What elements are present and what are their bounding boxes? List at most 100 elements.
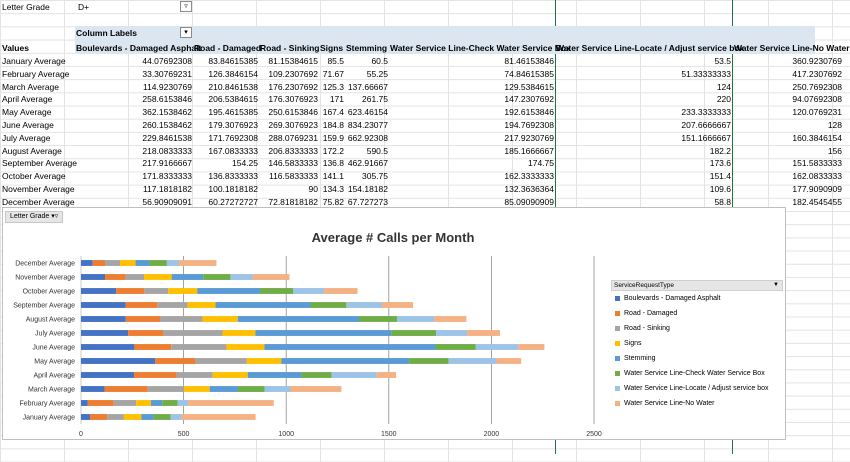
table-cell[interactable]: 136.8333333 (208, 171, 258, 182)
table-cell[interactable]: 81.15384615 (268, 56, 318, 66)
table-cell[interactable]: 154.25 (232, 158, 258, 169)
table-cell[interactable]: 116.5833333 (268, 171, 318, 182)
table-cell[interactable]: 179.3076923 (208, 119, 258, 130)
table-cell[interactable]: 623.46154 (347, 107, 388, 118)
table-cell[interactable]: 109.2307692 (268, 68, 318, 79)
table-cell[interactable]: 72.81818182 (268, 196, 318, 207)
table-cell[interactable]: 174.75 (528, 158, 554, 169)
table-cell[interactable]: 60.27272727 (208, 196, 258, 207)
table-cell[interactable]: 129.5384615 (504, 81, 554, 92)
table-cell[interactable]: 141.1 (322, 171, 344, 182)
table-cell[interactable]: 132.3636364 (504, 183, 554, 194)
table-cell[interactable]: 250.6153846 (268, 107, 318, 118)
table-cell[interactable]: 206.8333333 (268, 145, 318, 156)
table-cell[interactable]: 109.6 (709, 183, 731, 194)
table-cell[interactable]: 85.5 (327, 56, 344, 66)
table-cell[interactable]: 83.84615385 (208, 56, 258, 66)
table-cell[interactable]: 124 (716, 81, 731, 92)
table-cell[interactable]: 206.5384615 (208, 94, 258, 105)
table-cell[interactable]: 67.727273 (347, 196, 388, 207)
table-cell[interactable]: 229.8461538 (142, 132, 192, 143)
table-cell[interactable]: 210.8461538 (208, 81, 258, 92)
table-cell[interactable]: 137.66667 (347, 81, 388, 92)
table-cell[interactable]: 834.23077 (347, 119, 388, 130)
table-cell[interactable]: 182.4545455 (792, 196, 842, 207)
column-labels-dropdown-icon[interactable]: ▾ (180, 27, 192, 38)
table-cell[interactable]: 55.25 (366, 68, 388, 79)
table-cell[interactable]: 162.3333333 (504, 171, 554, 182)
table-cell[interactable]: 160.3846154 (792, 132, 842, 143)
table-cell[interactable]: 171.7692308 (208, 132, 258, 143)
legend-header[interactable]: ServiceRequestType ▼ (611, 280, 783, 291)
table-cell[interactable]: 250.7692308 (792, 81, 842, 92)
table-cell[interactable]: 159.9 (322, 132, 344, 143)
table-cell[interactable]: 44.07692308 (142, 56, 192, 66)
table-cell[interactable]: 136.8 (322, 158, 344, 169)
table-cell[interactable]: 167.4 (322, 107, 344, 118)
table-cell[interactable]: 258.6153846 (142, 94, 192, 105)
table-cell[interactable]: 74.84615385 (504, 68, 554, 79)
table-cell[interactable]: 288.0769231 (268, 132, 318, 143)
table-cell[interactable]: 220 (716, 94, 731, 105)
table-cell[interactable]: 173.6 (709, 158, 731, 169)
table-cell[interactable]: 192.6153846 (504, 107, 554, 118)
table-cell[interactable]: 185.1666667 (504, 145, 554, 156)
table-cell[interactable]: 171 (329, 94, 344, 105)
table-cell[interactable]: 167.0833333 (208, 145, 258, 156)
table-cell[interactable]: 85.09090909 (504, 196, 554, 207)
table-cell[interactable]: 151.5833333 (792, 158, 842, 169)
table-cell[interactable]: 71.67 (322, 68, 344, 79)
table-cell[interactable]: 305.75 (362, 171, 388, 182)
table-cell[interactable]: 260.1538462 (142, 119, 192, 130)
table-cell[interactable]: 261.75 (362, 94, 388, 105)
table-cell[interactable]: 194.7692308 (504, 119, 554, 130)
table-cell[interactable]: 117.1818182 (142, 183, 192, 194)
table-cell[interactable]: 114.9230769 (142, 81, 192, 92)
table-cell[interactable]: 151.4 (709, 171, 731, 182)
pivot-chart[interactable]: Letter Grade ▾▿ Average # Calls per Mont… (2, 207, 786, 440)
table-cell[interactable]: 207.6666667 (681, 119, 731, 130)
chart-filter-button[interactable]: Letter Grade ▾▿ (5, 211, 64, 223)
table-cell[interactable]: 172.2 (322, 145, 344, 156)
table-cell[interactable]: 100.1818182 (208, 183, 258, 194)
table-cell[interactable]: 151.1666667 (681, 132, 731, 143)
table-cell[interactable]: 590.5 (366, 145, 388, 156)
table-cell[interactable]: 51.33333333 (681, 68, 731, 79)
table-cell[interactable]: 462.91667 (347, 158, 388, 169)
table-cell[interactable]: 58.8 (714, 196, 731, 207)
table-cell[interactable]: 53.5 (714, 56, 731, 66)
table-cell[interactable]: 126.3846154 (208, 68, 258, 79)
table-cell[interactable]: 360.9230769 (792, 56, 842, 66)
table-cell[interactable]: 177.9090909 (792, 183, 842, 194)
table-cell[interactable]: 75.82 (322, 196, 344, 207)
table-cell[interactable]: 146.5833333 (268, 158, 318, 169)
table-cell[interactable]: 171.8333333 (142, 171, 192, 182)
table-cell[interactable]: 125.3 (322, 81, 344, 92)
table-cell[interactable]: 81.46153846 (504, 56, 554, 66)
table-cell[interactable]: 417.2307692 (792, 68, 842, 79)
table-cell[interactable]: 218.0833333 (142, 145, 192, 156)
table-cell[interactable]: 184.8 (322, 119, 344, 130)
table-cell[interactable]: 94.07692308 (792, 94, 842, 105)
table-cell[interactable]: 33.30769231 (142, 68, 192, 79)
table-cell[interactable]: 90 (308, 183, 318, 194)
table-cell[interactable]: 134.3 (322, 183, 344, 194)
table-cell[interactable]: 662.92308 (347, 132, 388, 143)
table-cell[interactable]: 128 (827, 119, 842, 130)
table-cell[interactable]: 233.3333333 (681, 107, 731, 118)
table-cell[interactable]: 217.9166667 (142, 158, 192, 169)
table-cell[interactable]: 182.2 (709, 145, 731, 156)
table-cell[interactable]: 217.9230769 (504, 132, 554, 143)
table-cell[interactable]: 162.0833333 (792, 171, 842, 182)
table-cell[interactable]: 147.2307692 (504, 94, 554, 105)
table-cell[interactable]: 362.1538462 (142, 107, 192, 118)
table-cell[interactable]: 56.90909091 (142, 196, 192, 207)
table-cell[interactable]: 60.5 (371, 56, 388, 66)
table-cell[interactable]: 120.0769231 (792, 107, 842, 118)
table-cell[interactable]: 269.3076923 (268, 119, 318, 130)
table-cell[interactable]: 195.4615385 (208, 107, 258, 118)
table-cell[interactable]: 156 (827, 145, 842, 156)
table-cell[interactable]: 176.2307692 (268, 81, 318, 92)
table-cell[interactable]: 154.18182 (347, 183, 388, 194)
filter-icon[interactable]: ▿ (180, 1, 192, 12)
